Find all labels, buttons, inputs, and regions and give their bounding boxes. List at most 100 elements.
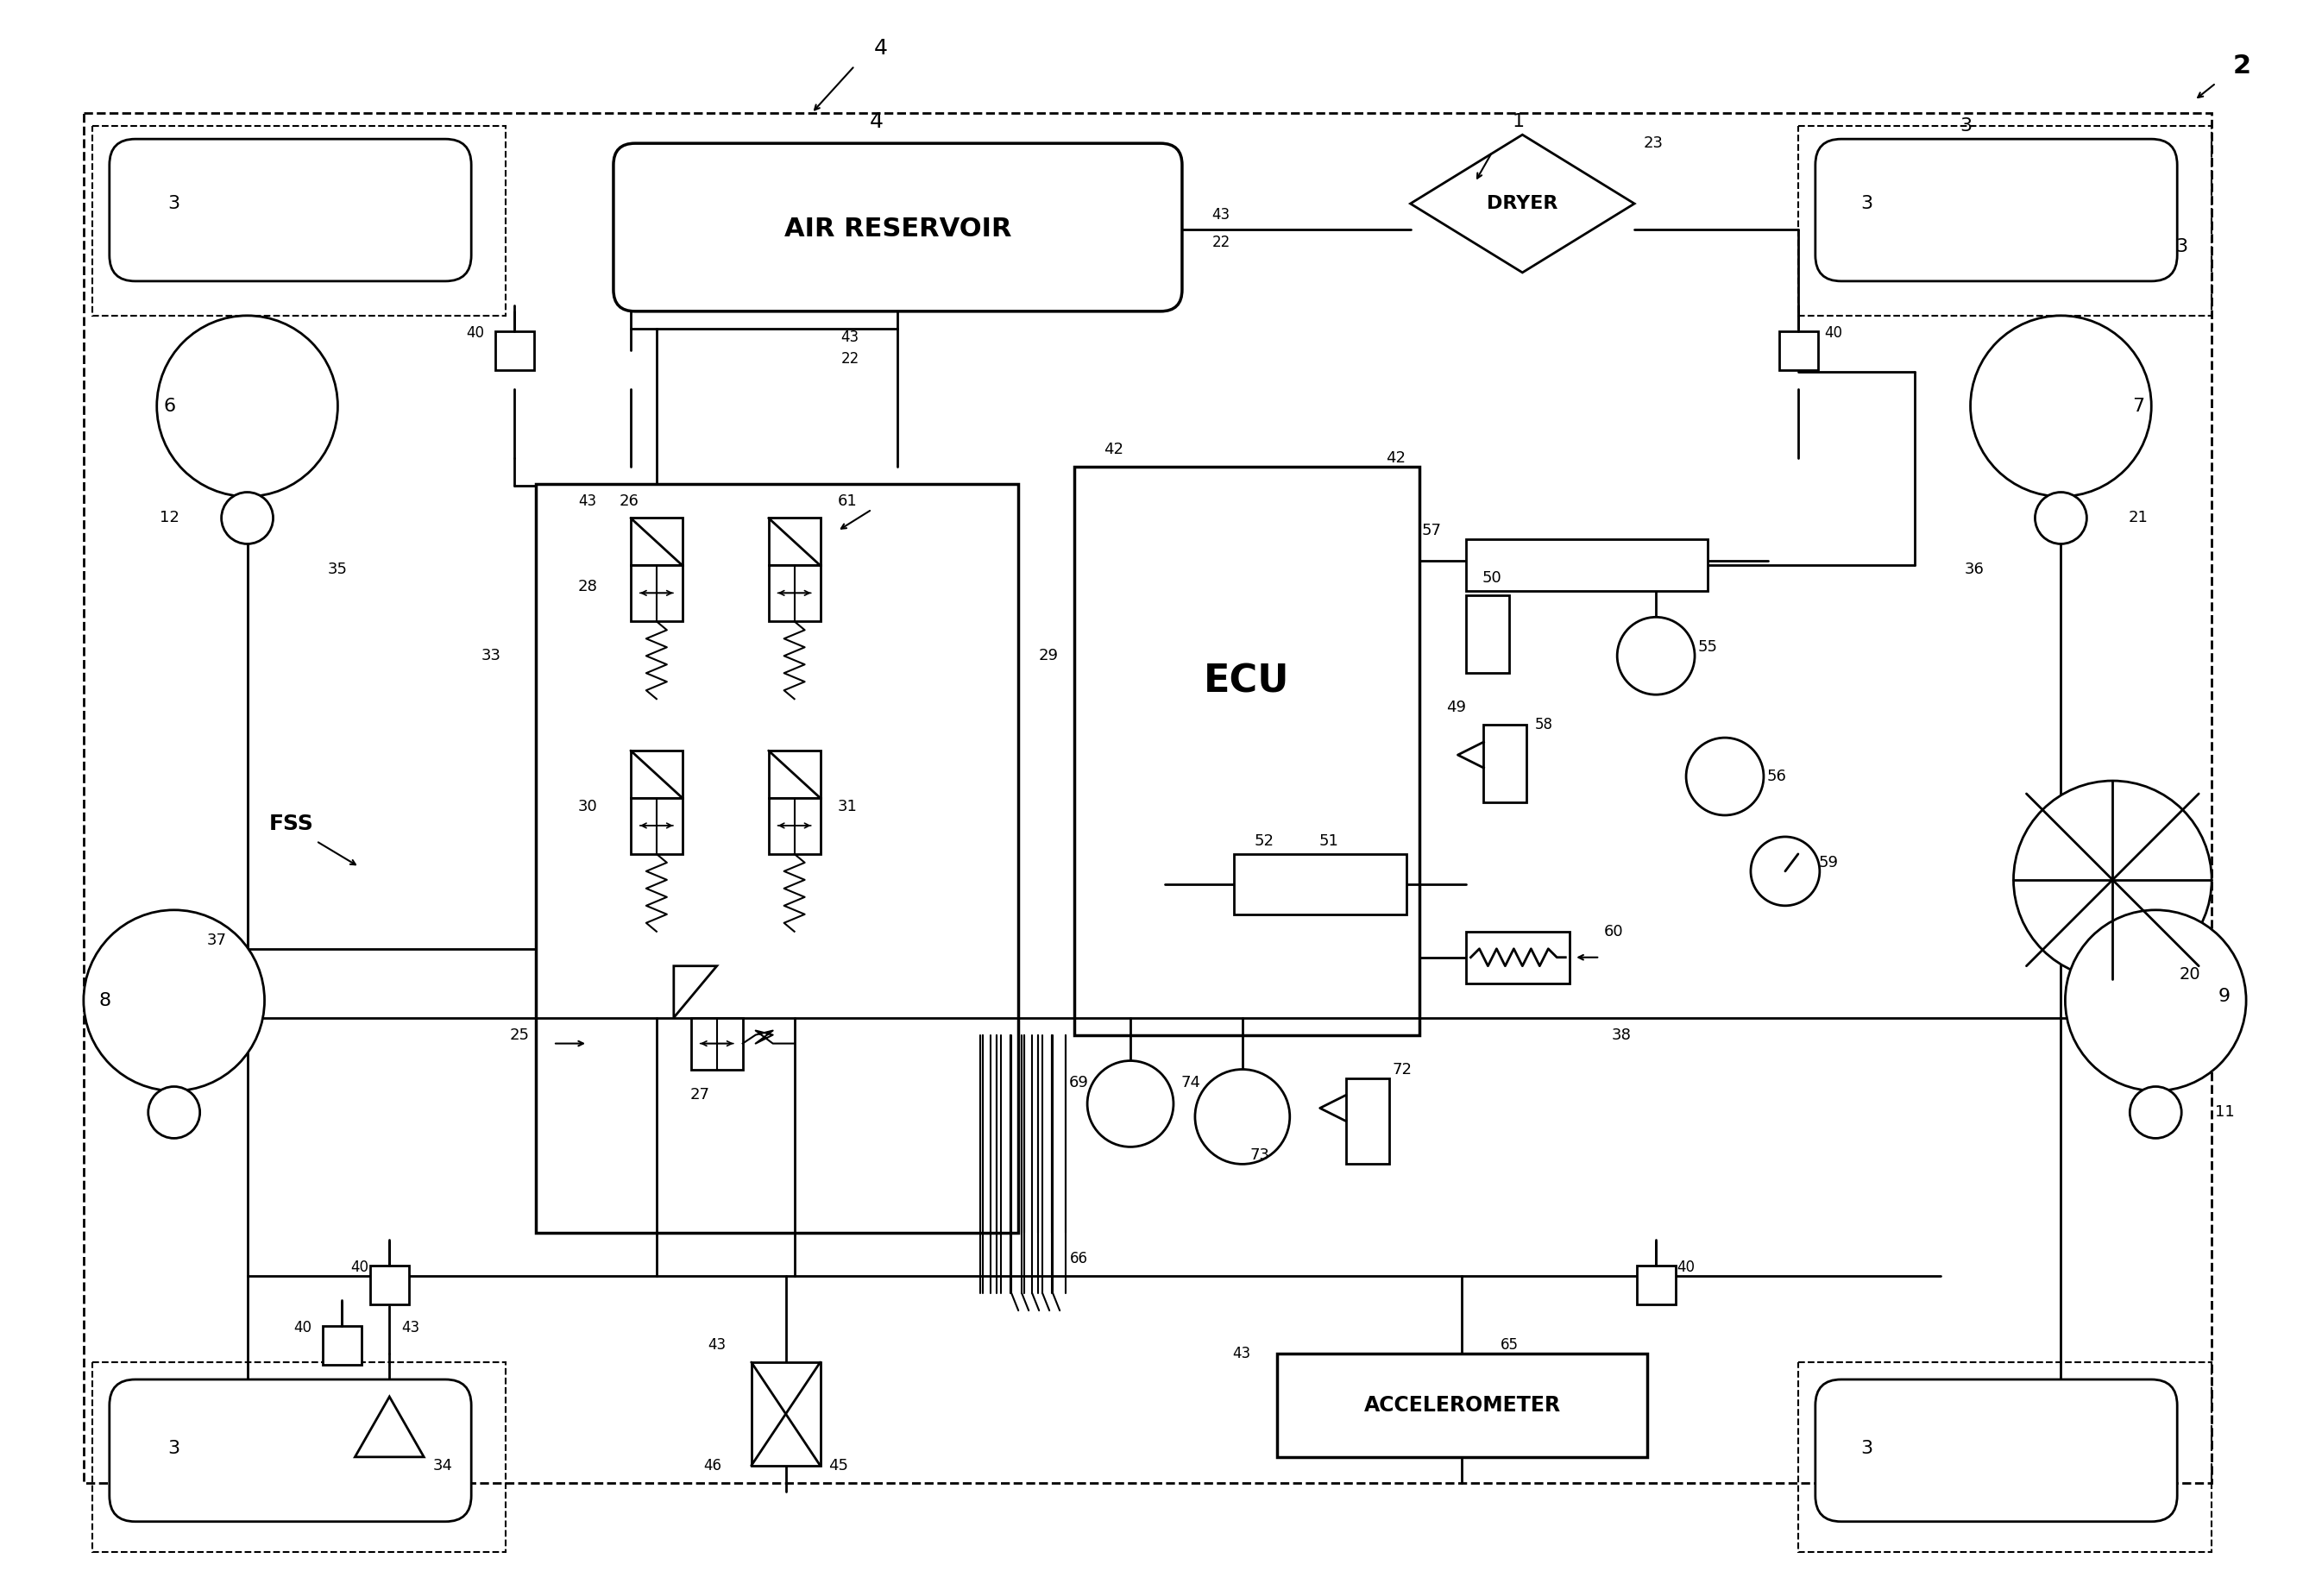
Text: 72: 72 [1391, 1061, 1412, 1077]
FancyBboxPatch shape [1815, 1379, 2176, 1521]
Text: 43: 43 [1232, 1345, 1251, 1361]
Bar [769, 519, 820, 565]
Text: 74: 74 [1181, 1074, 1200, 1090]
Text: 40: 40 [1824, 326, 1842, 340]
Text: 40: 40 [465, 326, 484, 340]
Bar [751, 1363, 820, 1465]
Text: 66: 66 [1069, 1251, 1087, 1267]
Circle shape [1617, 618, 1695, 694]
Bar [631, 519, 682, 565]
Text: ACCELEROMETER: ACCELEROMETER [1363, 1395, 1561, 1416]
FancyBboxPatch shape [111, 139, 472, 281]
Text: 29: 29 [1039, 648, 1059, 664]
Bar [371, 1266, 410, 1304]
Bar [83, 113, 2211, 1483]
Text: 3: 3 [2176, 238, 2188, 255]
Text: 40: 40 [295, 1320, 311, 1336]
Text: 43: 43 [578, 493, 596, 509]
Text: 73: 73 [1251, 1148, 1269, 1163]
Bar [1276, 1353, 1647, 1457]
Bar [769, 750, 820, 798]
Text: 33: 33 [481, 648, 502, 664]
Text: 61: 61 [838, 493, 857, 509]
Text: 26: 26 [620, 493, 640, 509]
Text: 46: 46 [702, 1457, 721, 1473]
Text: 6: 6 [164, 397, 175, 415]
Text: 3: 3 [168, 1440, 180, 1457]
Text: 30: 30 [578, 800, 596, 814]
Text: FSS: FSS [269, 814, 313, 835]
Text: 60: 60 [1605, 924, 1624, 940]
Text: 22: 22 [841, 351, 859, 367]
Bar [1467, 932, 1571, 983]
Text: 27: 27 [689, 1087, 709, 1103]
Text: 51: 51 [1320, 833, 1338, 849]
Circle shape [1971, 316, 2151, 496]
Text: 42: 42 [1103, 442, 1124, 456]
Polygon shape [1409, 134, 1635, 273]
Text: 56: 56 [1766, 769, 1787, 784]
Text: 3: 3 [1861, 1440, 1872, 1457]
Text: 57: 57 [1421, 523, 1442, 539]
Circle shape [1195, 1069, 1290, 1163]
Text: 4: 4 [873, 38, 887, 59]
Text: 31: 31 [838, 800, 857, 814]
Bar [631, 565, 682, 621]
Bar [1799, 126, 2211, 316]
Text: 3: 3 [1861, 195, 1872, 212]
Bar [769, 565, 820, 621]
Text: 3: 3 [168, 195, 180, 212]
Text: 37: 37 [207, 932, 228, 948]
Text: 40: 40 [350, 1259, 368, 1275]
Bar [1467, 595, 1508, 674]
Bar [1345, 1077, 1389, 1163]
Polygon shape [675, 966, 716, 1018]
Text: 11: 11 [2215, 1104, 2234, 1120]
Bar [1467, 539, 1707, 591]
Bar [1234, 854, 1407, 915]
Text: 49: 49 [1446, 699, 1467, 715]
Text: 59: 59 [1819, 855, 1838, 870]
Bar [322, 1326, 362, 1365]
Text: 12: 12 [159, 511, 180, 525]
Text: 9: 9 [2218, 988, 2232, 1005]
Text: 23: 23 [1642, 136, 1663, 152]
Text: 8: 8 [99, 991, 111, 1009]
Text: AIR RESERVOIR: AIR RESERVOIR [783, 217, 1011, 243]
Circle shape [2036, 492, 2087, 544]
Text: DRYER: DRYER [1488, 195, 1557, 212]
Bar [631, 750, 682, 798]
Text: ECU: ECU [1204, 664, 1290, 701]
Text: 7: 7 [2133, 397, 2144, 415]
Text: 58: 58 [1534, 717, 1552, 733]
Text: 40: 40 [1677, 1259, 1695, 1275]
Circle shape [221, 492, 274, 544]
Text: 43: 43 [707, 1337, 725, 1353]
Circle shape [83, 910, 265, 1092]
Text: 50: 50 [1483, 571, 1502, 586]
Text: 34: 34 [433, 1457, 451, 1473]
Bar [769, 798, 820, 854]
Text: 43: 43 [841, 329, 859, 345]
Text: 3: 3 [1960, 118, 1971, 134]
Circle shape [1750, 836, 1819, 905]
Text: 55: 55 [1697, 640, 1718, 654]
Bar [1076, 466, 1419, 1034]
Text: 38: 38 [1612, 1028, 1631, 1042]
Circle shape [1087, 1061, 1175, 1148]
Bar [1637, 1266, 1677, 1304]
Text: 2: 2 [2232, 53, 2250, 78]
FancyBboxPatch shape [1815, 139, 2176, 281]
Circle shape [147, 1087, 200, 1138]
Bar [631, 798, 682, 854]
Text: 25: 25 [509, 1028, 530, 1042]
Polygon shape [355, 1396, 424, 1457]
Bar [1483, 725, 1527, 803]
Text: 21: 21 [2128, 511, 2149, 525]
Circle shape [2066, 910, 2245, 1092]
Bar [537, 484, 1018, 1234]
Text: 45: 45 [829, 1457, 850, 1473]
Text: 52: 52 [1255, 833, 1274, 849]
Text: 20: 20 [2179, 967, 2202, 983]
Text: 22: 22 [1211, 235, 1230, 251]
